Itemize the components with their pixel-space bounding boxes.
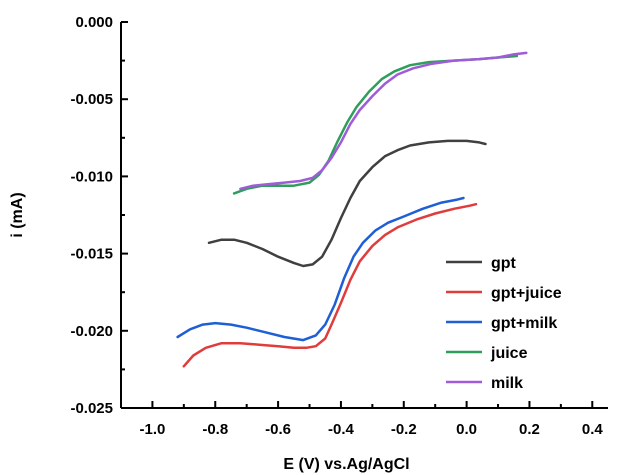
y-tick-label: -0.020 xyxy=(70,323,113,340)
series-lines xyxy=(176,51,528,368)
x-tick-label: -0.2 xyxy=(391,421,417,438)
legend-label: gpt+milk xyxy=(491,315,557,332)
x-tick-label: 0.0 xyxy=(456,421,477,438)
y-tick-label: -0.025 xyxy=(70,400,113,417)
y-tick-label: 0.000 xyxy=(75,14,113,31)
x-tick-label: 0.4 xyxy=(582,421,604,438)
series-line-gpt-juice xyxy=(182,202,478,368)
y-axis-title: i (mA) xyxy=(9,192,26,237)
series-line-gpt xyxy=(207,139,487,268)
series-line-juice xyxy=(232,54,519,195)
y-tick-label: -0.005 xyxy=(70,91,113,108)
axes: 0.000 -0.005 -0.010 -0.015 -0.020 -0.025 -1.0 -… xyxy=(9,14,608,473)
legend-label: gpt xyxy=(491,255,517,272)
legend: gpt gpt+juice gpt+milk juice milk xyxy=(446,255,562,392)
x-tick-label: -0.4 xyxy=(328,421,355,438)
legend-label: gpt+juice xyxy=(491,285,562,302)
series-line-gpt-milk xyxy=(176,196,465,342)
x-axis-title: E (V) vs.Ag/AgCl xyxy=(283,456,409,473)
legend-label: milk xyxy=(491,375,523,392)
x-tick-label: -0.6 xyxy=(265,421,291,438)
x-tick-label: 0.2 xyxy=(519,421,540,438)
series-line-milk xyxy=(239,51,528,191)
y-tick-label: -0.010 xyxy=(70,168,113,185)
x-tick-label: -1.0 xyxy=(139,421,165,438)
legend-label: juice xyxy=(490,345,528,362)
y-tick-label: -0.015 xyxy=(70,246,113,263)
x-tick-label: -0.8 xyxy=(202,421,228,438)
